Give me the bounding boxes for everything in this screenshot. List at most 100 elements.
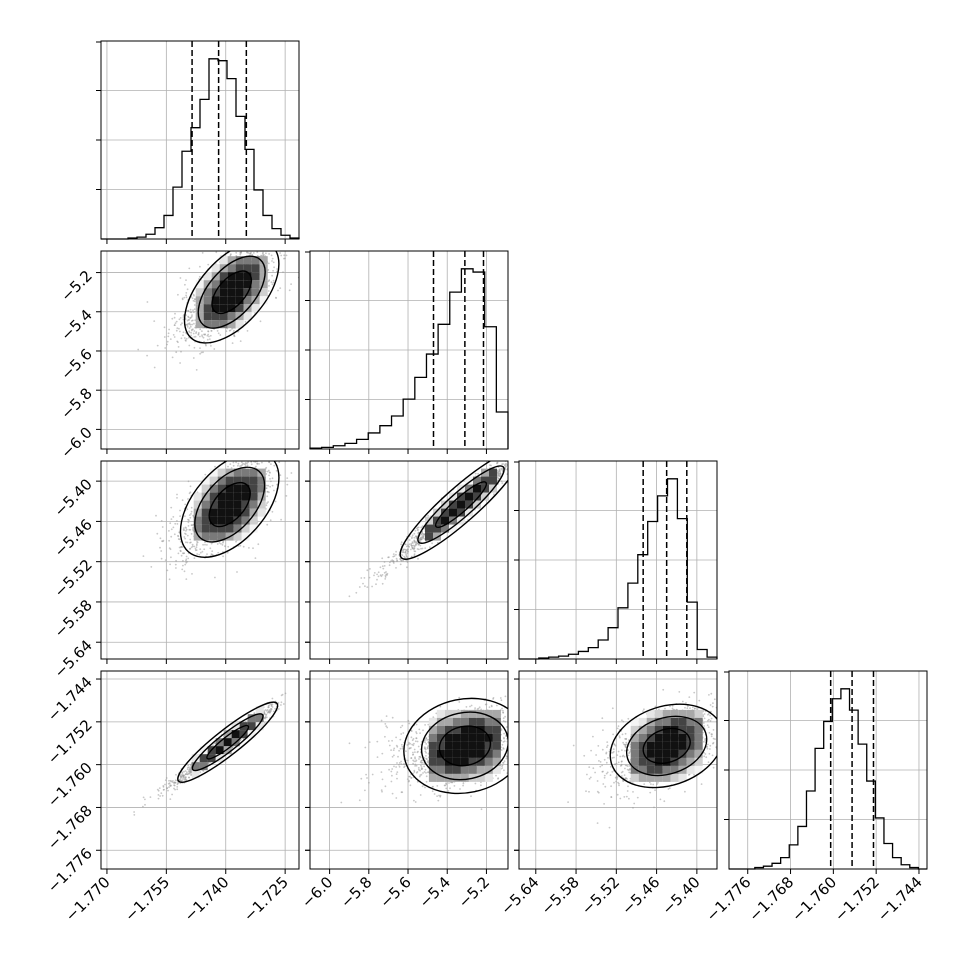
scatter-point xyxy=(186,338,188,340)
scatter-point xyxy=(203,337,205,339)
scatter-point xyxy=(268,263,270,265)
scatter-point xyxy=(401,541,403,543)
scatter-point xyxy=(193,357,195,359)
scatter-point xyxy=(202,551,204,553)
density-block xyxy=(489,477,497,485)
scatter-point xyxy=(262,249,264,251)
scatter-point xyxy=(499,475,501,477)
scatter-point xyxy=(165,559,167,561)
scatter-point xyxy=(185,339,187,341)
scatter-point xyxy=(247,464,249,466)
scatter-point xyxy=(186,529,188,531)
scatter-point xyxy=(246,246,248,248)
scatter-point xyxy=(384,565,386,567)
scatter-point xyxy=(199,328,201,330)
scatter-point xyxy=(268,491,270,493)
scatter-point xyxy=(190,326,192,328)
scatter-point xyxy=(162,526,164,528)
scatter-point xyxy=(199,347,201,349)
scatter-point xyxy=(185,295,187,297)
scatter-point xyxy=(280,255,282,257)
scatter-point xyxy=(236,454,238,456)
scatter-point xyxy=(500,473,502,475)
scatter-point xyxy=(519,446,521,448)
scatter-point xyxy=(281,701,283,703)
density-block xyxy=(220,296,228,304)
scatter-point xyxy=(199,353,201,355)
scatter-point xyxy=(501,482,503,484)
scatter-point xyxy=(513,471,515,473)
scatter-point xyxy=(248,458,250,460)
scatter-point xyxy=(273,282,275,284)
scatter-point xyxy=(194,347,196,349)
scatter-point xyxy=(364,585,366,587)
scatter-point xyxy=(167,341,169,343)
scatter-point xyxy=(393,553,395,555)
scatter-point xyxy=(213,348,215,350)
density-block xyxy=(228,288,236,296)
scatter-point xyxy=(276,459,278,461)
scatter-point xyxy=(415,544,417,546)
scatter-point xyxy=(146,355,148,357)
scatter-point xyxy=(305,466,307,468)
density-block xyxy=(425,533,433,541)
scatter-point xyxy=(235,252,237,254)
scatter-point xyxy=(196,543,198,545)
scatter-point xyxy=(275,297,277,299)
density-block xyxy=(220,304,228,312)
density-block xyxy=(250,501,258,509)
scatter-point xyxy=(496,463,498,465)
density-block xyxy=(481,493,489,501)
scatter-point xyxy=(201,352,203,354)
density-block xyxy=(489,469,497,477)
scatter-point xyxy=(192,309,194,311)
scatter-point xyxy=(395,567,397,569)
scatter-point xyxy=(272,698,274,700)
hist-panel-0 xyxy=(96,41,299,239)
scatter-point xyxy=(283,254,285,256)
scatter-point xyxy=(137,349,139,351)
scatter-point xyxy=(235,457,237,459)
scatter-point xyxy=(180,351,182,353)
scatter-point xyxy=(227,466,229,468)
scatter-point xyxy=(364,577,366,579)
scatter-point xyxy=(190,317,192,319)
scatter-point xyxy=(171,528,173,530)
scatter-point xyxy=(143,797,145,799)
scatter-panel-1-2 xyxy=(310,424,550,659)
scatter-point xyxy=(209,338,211,340)
scatter-point xyxy=(510,455,512,457)
scatter-point xyxy=(265,247,267,249)
scatter-point xyxy=(179,538,181,540)
scatter-point xyxy=(233,330,235,332)
scatter-point xyxy=(265,252,267,254)
scatter-point xyxy=(187,288,189,290)
scatter-point xyxy=(174,533,176,535)
scatter-point xyxy=(177,535,179,537)
scatter-point xyxy=(264,241,266,243)
density-block xyxy=(202,501,210,509)
scatter-point xyxy=(262,455,264,457)
scatter-point xyxy=(413,533,415,535)
scatter-point xyxy=(189,539,191,541)
density-block xyxy=(204,312,212,320)
scatter-point xyxy=(509,459,511,461)
scatter-point xyxy=(191,311,193,313)
scatter-point xyxy=(177,523,179,525)
scatter-point xyxy=(187,764,189,766)
scatter-point xyxy=(534,431,536,433)
scatter-point xyxy=(395,554,397,556)
scatter-point xyxy=(157,345,159,347)
scatter-point xyxy=(278,461,280,463)
scatter-point xyxy=(407,549,409,551)
scatter-point xyxy=(189,327,191,329)
scatter-point xyxy=(404,552,406,554)
scatter-point xyxy=(245,321,247,323)
scatter-point xyxy=(268,285,270,287)
scatter-point xyxy=(187,558,189,560)
scatter-point xyxy=(253,451,255,453)
scatter-point xyxy=(266,495,268,497)
scatter-point xyxy=(203,548,205,550)
scatter-point xyxy=(266,502,268,504)
